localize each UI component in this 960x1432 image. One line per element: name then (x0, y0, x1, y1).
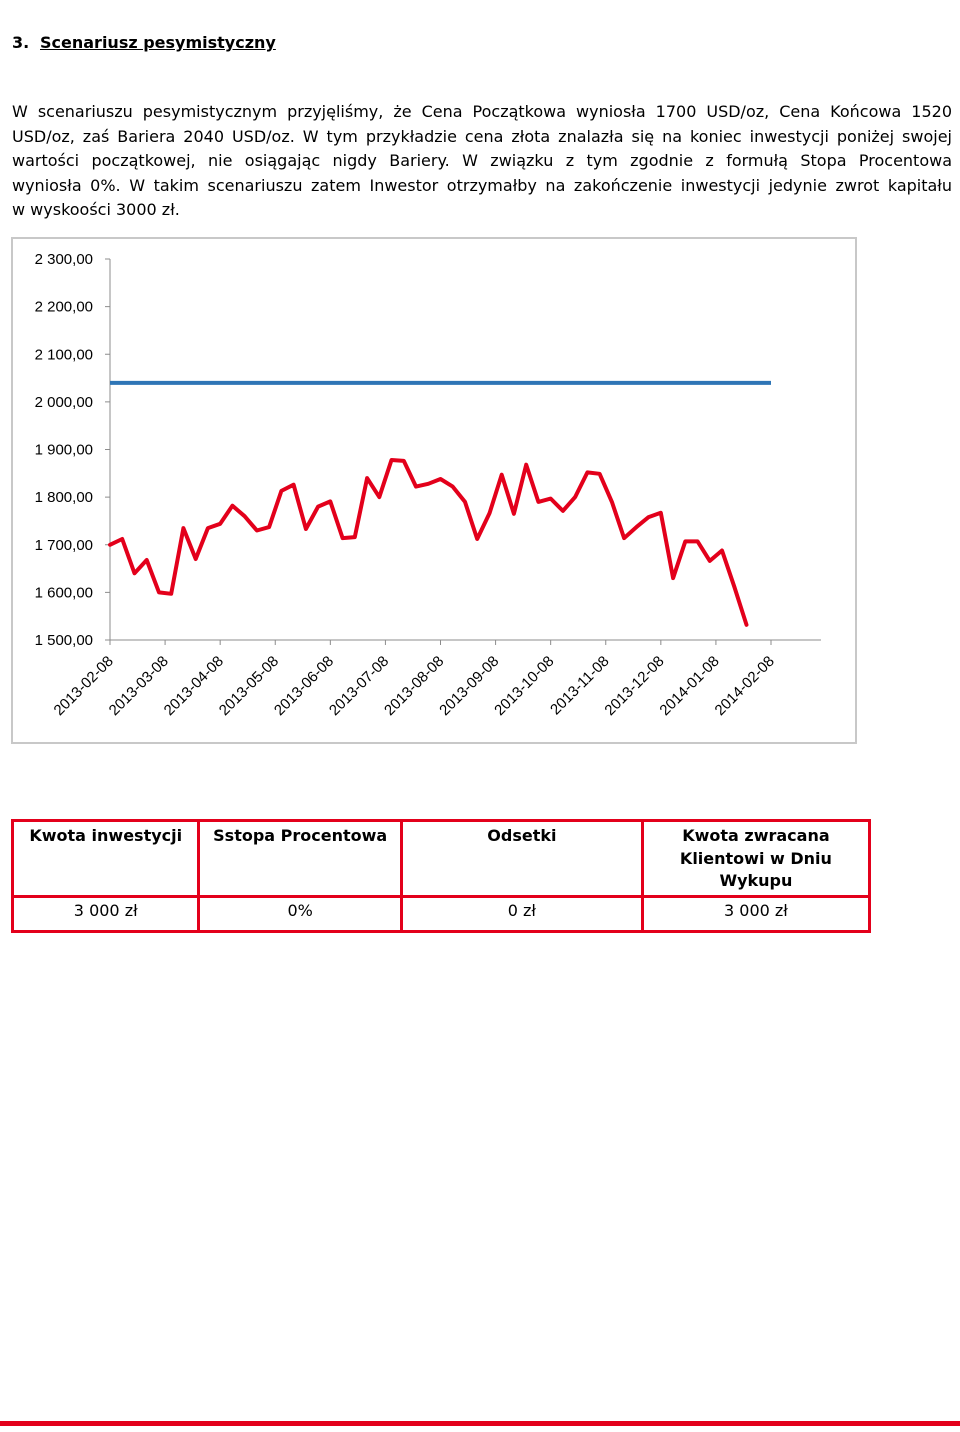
price-series-line (108, 458, 749, 627)
footer-rule (0, 1421, 960, 1426)
y-tick-label: 1 800,00 (35, 489, 93, 506)
section-heading: 3. Scenariusz pesymistyczny (12, 33, 276, 52)
x-tick-label: 2014-02-08 (712, 653, 778, 719)
y-tick-label: 1 900,00 (35, 442, 93, 459)
header-investment-amount: Kwota inwestycji (10, 819, 201, 898)
cell-investment-amount: 3 000 zł (10, 895, 201, 933)
header-return-line: Kwota zwracana (682, 826, 830, 845)
scenario-description: W scenariuszu pesymistycznym przyjęliśmy… (12, 100, 952, 223)
gold-price-chart: 2 300,00 2 200,00 2 100,00 2 000,00 1 900,00… (11, 237, 857, 744)
y-tick-label: 2 300,00 (35, 251, 93, 268)
y-tick-label: 1 700,00 (35, 537, 93, 554)
header-return-line: Klientowi w Dniu (679, 848, 832, 868)
cell-interest: 0 zł (399, 895, 644, 933)
cell-interest-rate: 0% (197, 895, 403, 933)
y-tick-label: 1 500,00 (35, 632, 93, 649)
cell-return-amount: 3 000 zł (640, 895, 872, 933)
y-tick-label: 2 000,00 (35, 394, 93, 411)
header-return-amount: Kwota zwracana Klientowi w Dniu Wykupu (640, 819, 872, 898)
table-row: 3 000 zł 0% 0 zł 3 000 zł (10, 895, 872, 933)
header-return-line: Wykupu (719, 871, 793, 890)
section-title: Scenariusz pesymistyczny (40, 33, 276, 52)
chart-canvas: 2 300,00 2 200,00 2 100,00 2 000,00 1 900,00… (35, 251, 821, 719)
y-tick-label: 2 100,00 (35, 346, 93, 363)
paragraph-line: w wyskoości 3000 zł. (12, 200, 180, 219)
paragraph-line: wyniosła 0%. W takim scenariuszu zatem I… (12, 175, 952, 195)
paragraph-line: USD/oz, zaś Bariera 2040 USD/oz. W tym p… (12, 126, 952, 146)
summary-table: Kwota inwestycji Sstopa Procentowa Odset… (10, 819, 872, 933)
y-tick-label: 1 600,00 (35, 584, 93, 601)
table-header-row: Kwota inwestycji Sstopa Procentowa Odset… (10, 819, 872, 898)
paragraph-line: wartości początkowej, nie osiągając nigd… (12, 151, 952, 170)
section-number: 3. (12, 33, 30, 52)
header-interest: Odsetki (399, 819, 644, 898)
y-tick-label: 2 200,00 (35, 299, 93, 316)
x-tick-label: 2013-10-08 (491, 653, 557, 719)
paragraph-line: W scenariuszu pesymistycznym przyjęliśmy… (12, 102, 952, 121)
header-interest-rate: Sstopa Procentowa (197, 819, 403, 898)
